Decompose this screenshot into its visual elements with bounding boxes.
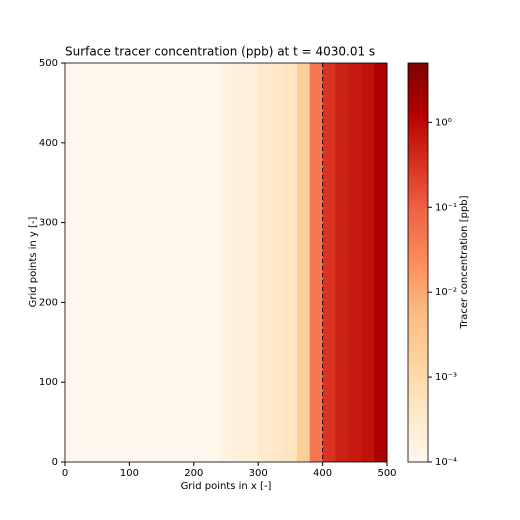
heatmap-cell (232, 63, 246, 462)
colorbar-label: Tracer concentration [ppb] (459, 195, 470, 329)
heatmap-cell (322, 63, 336, 462)
y-tick-label: 0 (52, 457, 58, 468)
heatmap-cell (90, 63, 105, 462)
heatmap-cell (361, 63, 375, 462)
heatmap-cell (335, 63, 349, 462)
heatmap-cell (142, 63, 156, 462)
colorbar-tick-label: 10⁻¹ (435, 202, 457, 213)
heatmap-cell (348, 63, 362, 462)
plot-frame (64, 62, 388, 463)
colorbar (407, 62, 429, 463)
y-axis-label: Grid points in y [-] (28, 216, 39, 307)
x-axis-label: Grid points in x [-] (181, 481, 272, 492)
x-tick-label: 100 (120, 468, 139, 479)
colorbar-tick-label: 10⁻³ (435, 372, 457, 383)
heatmap-cell (283, 63, 298, 462)
heatmap-cell (65, 63, 79, 462)
y-tick-label: 300 (39, 218, 58, 229)
x-tick-label: 300 (249, 468, 268, 479)
y-tick-label: 400 (39, 138, 58, 149)
colorbar-tick-label: 10⁻² (435, 287, 457, 298)
x-tick-label: 0 (62, 468, 68, 479)
y-tick-label: 500 (39, 58, 58, 69)
heatmap-cell (245, 63, 259, 462)
heatmap-cell (103, 63, 118, 462)
heatmap-cell (309, 63, 324, 462)
heatmap-cell (206, 63, 221, 462)
heatmap-cell (271, 63, 285, 462)
y-tick-label: 200 (39, 297, 58, 308)
heatmap-cell (129, 63, 143, 462)
heatmap-cell (116, 63, 130, 462)
heatmap-cell (374, 63, 388, 462)
heatmap-cell (258, 63, 272, 462)
chart-title: Surface tracer concentration (ppb) at t … (65, 45, 375, 59)
x-tick-label: 200 (184, 468, 203, 479)
y-tick-label: 100 (39, 377, 58, 388)
x-tick-label: 400 (313, 468, 332, 479)
heatmap-cell (193, 63, 208, 462)
x-tick-label: 500 (377, 468, 396, 479)
colorbar-tick-label: 10⁻⁴ (435, 457, 457, 468)
heatmap-cell (219, 63, 233, 462)
heatmap-cell (155, 63, 169, 462)
heatmap-cell (296, 63, 311, 462)
heatmap-cell (77, 63, 92, 462)
heatmap-cell (168, 63, 182, 462)
heatmap-cell (180, 63, 195, 462)
colorbar-tick-label: 10⁰ (435, 117, 452, 128)
